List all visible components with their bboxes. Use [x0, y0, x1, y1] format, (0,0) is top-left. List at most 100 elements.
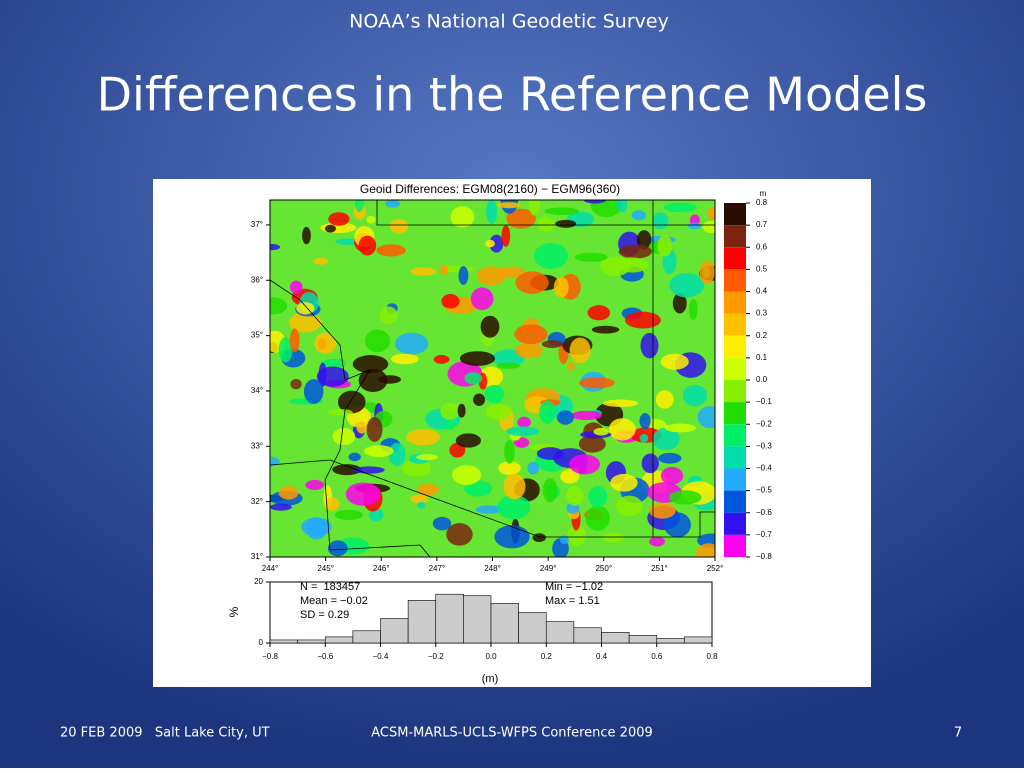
- map-blob: [664, 423, 697, 433]
- map-blob: [321, 358, 347, 368]
- map-blob: [657, 234, 673, 257]
- map-blob: [579, 377, 615, 389]
- colorbar-swatch: [724, 490, 746, 513]
- bar: [463, 595, 492, 644]
- map-blob: [278, 337, 293, 363]
- x-tick-label: −0.2: [428, 652, 444, 661]
- map-blob: [498, 461, 521, 475]
- map-blob: [615, 495, 643, 517]
- map-blob: [542, 478, 558, 503]
- map-blob: [569, 337, 591, 364]
- map-blob: [707, 207, 715, 220]
- colorbar-swatch: [724, 313, 746, 336]
- map-blob: [504, 440, 515, 464]
- map-blob: [401, 460, 432, 477]
- colorbar-label: 0.1: [756, 353, 768, 362]
- map-blob: [379, 306, 398, 324]
- colorbar-swatch: [724, 446, 746, 469]
- map-blob: [290, 378, 302, 390]
- map-blob: [337, 390, 366, 414]
- map-blob: [432, 516, 452, 531]
- map-blob: [489, 234, 504, 253]
- x-tick-label: 247°: [429, 564, 446, 573]
- map-blob: [433, 354, 450, 364]
- map-blob: [476, 266, 506, 286]
- map-blob: [503, 473, 526, 500]
- colorbar-swatch: [724, 512, 746, 535]
- colorbar-swatch: [724, 203, 746, 226]
- map-blob: [470, 287, 494, 311]
- colorbar-label: −0.5: [756, 486, 772, 495]
- map-blob: [528, 200, 541, 216]
- map-blob: [697, 406, 715, 429]
- map-blob: [591, 325, 620, 334]
- colorbar-swatch: [724, 225, 746, 248]
- map-blob: [655, 390, 674, 409]
- x-tick-label: 0.4: [596, 652, 608, 661]
- colorbar-swatch: [724, 380, 746, 403]
- map-blob: [649, 536, 665, 547]
- colorbar-swatch: [724, 291, 746, 314]
- map-blob: [663, 512, 691, 538]
- colorbar-swatch: [724, 269, 746, 292]
- map-field: [270, 200, 715, 557]
- map-blob: [289, 328, 300, 353]
- map-blob: [682, 384, 708, 407]
- colorbar-label: −0.6: [756, 508, 772, 517]
- y-axis-label: %: [227, 606, 241, 617]
- map-blob: [541, 340, 563, 349]
- colorbar-label: −0.3: [756, 441, 772, 450]
- map-blob: [608, 418, 636, 441]
- map-blob: [544, 207, 579, 216]
- map-blob: [388, 442, 406, 466]
- map-blob: [658, 452, 682, 464]
- map-title: Geoid Differences: EGM08(2160) − EGM96(3…: [360, 182, 620, 196]
- map-blob: [672, 292, 687, 314]
- y-tick-label: 0: [259, 638, 264, 647]
- bar: [684, 636, 713, 644]
- map-blob: [445, 418, 455, 431]
- x-tick-label: 244°: [262, 564, 279, 573]
- x-tick-label: 250°: [595, 564, 612, 573]
- x-tick-label: 251°: [651, 564, 668, 573]
- borders: [270, 200, 715, 557]
- map-blob: [527, 461, 540, 475]
- colorbar-label: 0.0: [756, 375, 768, 384]
- map-blob: [366, 416, 383, 442]
- bar: [269, 639, 298, 644]
- map-blob: [615, 257, 649, 273]
- map-blob: [610, 473, 638, 492]
- map-blob: [356, 421, 368, 434]
- map-blob: [569, 454, 601, 475]
- map-blob: [636, 230, 652, 250]
- map-blob: [514, 324, 548, 345]
- colorbar-swatch: [724, 247, 746, 270]
- colorbar-label: 0.4: [756, 287, 768, 296]
- map-blob: [624, 311, 661, 329]
- map-blob: [641, 453, 659, 474]
- y-tick-label: 34°: [251, 386, 263, 395]
- map-blob: [328, 212, 350, 226]
- map-blob: [492, 349, 525, 367]
- x-tick-label: 0.0: [485, 652, 497, 661]
- map-blob: [416, 483, 440, 496]
- y-tick-label: 32°: [251, 497, 263, 506]
- annotation: Mean = −0.02: [300, 595, 368, 607]
- colorbar-label: −0.4: [756, 464, 772, 473]
- map-blob: [441, 294, 460, 309]
- map-blob: [410, 267, 437, 276]
- map-blob: [515, 342, 543, 359]
- colorbar-label: −0.1: [756, 397, 772, 406]
- map-blob: [459, 351, 496, 366]
- map-blob: [455, 433, 482, 448]
- y-tick-label: 20: [254, 577, 263, 586]
- bar: [407, 599, 437, 644]
- colorbar-unit: m: [760, 189, 767, 198]
- colorbar-label: −0.2: [756, 419, 772, 428]
- map-blob: [501, 225, 511, 247]
- map-blob: [571, 410, 602, 421]
- map-blob: [457, 403, 466, 418]
- x-tick-label: 245°: [317, 564, 334, 573]
- map-blob: [270, 297, 288, 315]
- colorbar-swatch: [724, 335, 746, 358]
